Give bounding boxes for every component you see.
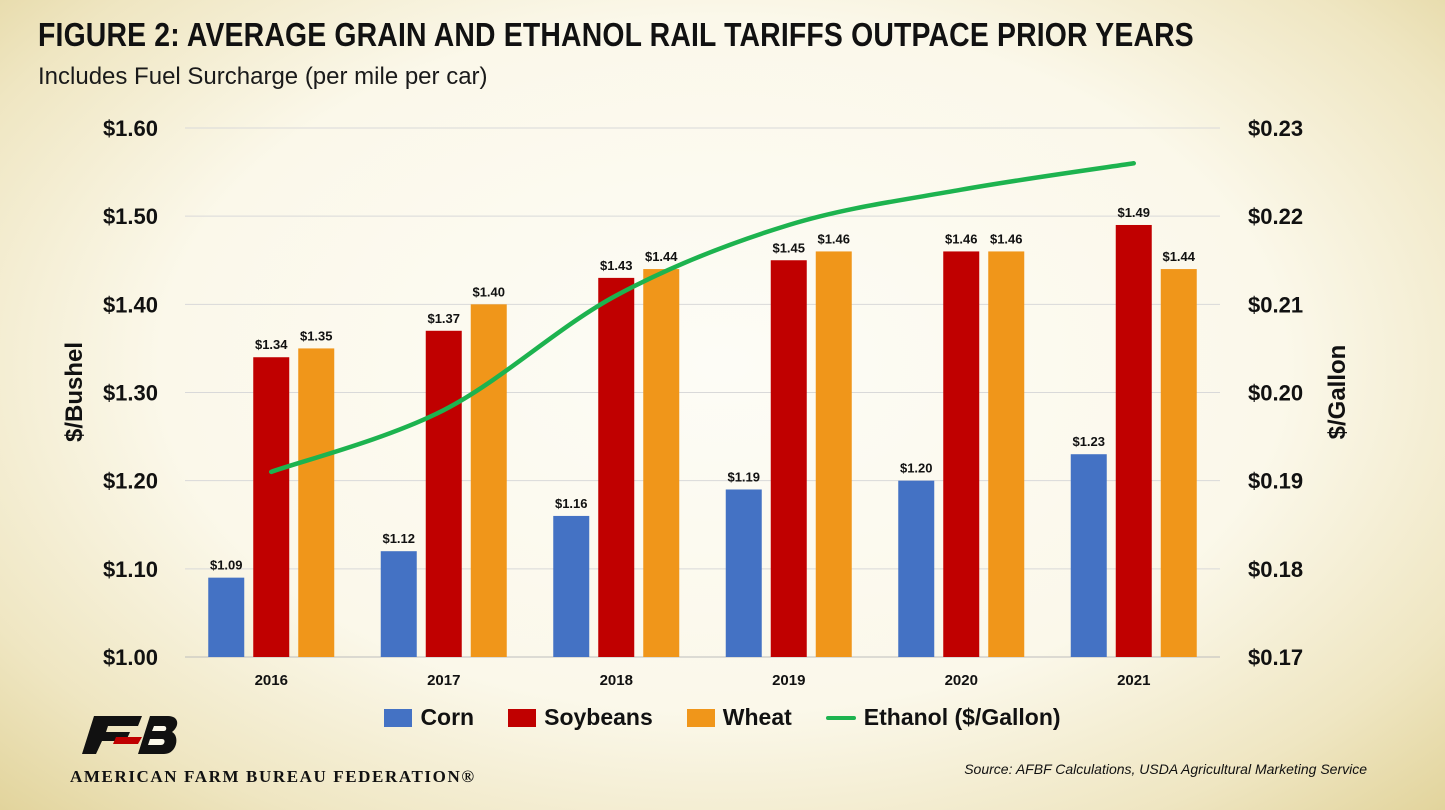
- y-tick-label-right: $0.17: [1248, 645, 1303, 670]
- y-tick-label-right: $0.19: [1248, 469, 1303, 494]
- bar-wheat: [643, 269, 680, 657]
- bar-soybeans: [943, 251, 980, 657]
- legend-label-soybeans: Soybeans: [544, 704, 653, 730]
- y-axis-title-left: $/Bushel: [61, 342, 88, 442]
- bar-wheat: [298, 348, 335, 657]
- bars: [208, 224, 1197, 657]
- y-tick-label-left: $1.10: [103, 557, 158, 582]
- y-tick-label-left: $1.30: [103, 381, 158, 406]
- logo-wordmark: AMERICAN FARM BUREAU FEDERATION®: [70, 767, 476, 786]
- data-label-corn: $1.16: [555, 496, 588, 511]
- bar-soybeans: [253, 357, 290, 657]
- data-label-wheat: $1.40: [472, 284, 505, 299]
- rail-tariff-chart: $1.09 $1.34 $1.35 $1.12 $1.37 $1.40 $1.16 $1.43…: [61, 116, 1351, 689]
- data-label-soybeans: $1.43: [600, 258, 633, 273]
- bar-corn: [725, 489, 762, 657]
- legend: Corn Soybeans Wheat Ethanol ($/Gallon): [0, 704, 1445, 731]
- gridlines: [185, 127, 1220, 658]
- data-label-soybeans: $1.34: [255, 337, 288, 352]
- legend-swatch-wheat: [686, 708, 715, 727]
- data-label-corn: $1.09: [210, 558, 243, 573]
- y-tick-label-left: $1.20: [103, 469, 158, 494]
- y-tick-label-right: $0.20: [1248, 381, 1303, 406]
- data-label-wheat: $1.44: [645, 249, 678, 264]
- bar-soybeans: [1115, 224, 1152, 657]
- x-tick-label: 2018: [600, 672, 633, 689]
- x-tick-label: 2017: [427, 672, 460, 689]
- y-tick-label-right: $0.22: [1248, 204, 1303, 229]
- data-label-wheat: $1.35: [300, 328, 333, 343]
- bar-corn: [380, 551, 417, 657]
- y-tick-label-left: $1.60: [103, 116, 158, 141]
- bar-wheat: [988, 251, 1025, 657]
- data-label-corn: $1.12: [382, 531, 415, 546]
- afbf-logo: AMERICAN FARM BUREAU FEDERATION®: [70, 712, 510, 786]
- legend-item-soybeans: Soybeans: [508, 704, 653, 731]
- data-label-corn: $1.20: [900, 461, 933, 476]
- x-tick-label: 2020: [945, 672, 978, 689]
- data-label-wheat: $1.46: [817, 231, 850, 246]
- bar-soybeans: [425, 330, 462, 657]
- ethanol-line-group: [269, 161, 1136, 475]
- legend-item-wheat: Wheat: [686, 704, 792, 731]
- x-tick-label: 2019: [772, 672, 805, 689]
- y-tick-label-left: $1.40: [103, 292, 158, 317]
- legend-item-corn: Corn: [384, 704, 474, 731]
- chart-title: FIGURE 2: AVERAGE GRAIN AND ETHANOL RAIL…: [38, 16, 1194, 53]
- bar-soybeans: [598, 277, 635, 657]
- data-labels: $1.09 $1.34 $1.35 $1.12 $1.37 $1.40 $1.16 $1.43…: [210, 205, 1196, 573]
- y-axis-title-right: $/Gallon: [1324, 345, 1351, 440]
- y-tick-label-right: $0.23: [1248, 116, 1303, 141]
- legend-label-ethanol: Ethanol ($/Gallon): [863, 704, 1061, 730]
- bar-wheat: [815, 251, 852, 657]
- ethanol-line: [269, 161, 1136, 475]
- bar-soybeans: [770, 260, 807, 657]
- chart-subtitle: Includes Fuel Surcharge (per mile per ca…: [38, 63, 488, 90]
- legend-swatch-soybeans: [508, 708, 537, 727]
- source-note: Source: AFBF Calculations, USDA Agricult…: [964, 761, 1367, 777]
- data-label-wheat: $1.46: [990, 231, 1023, 246]
- farm-bureau-logo-icon: [82, 716, 178, 754]
- data-label-wheat: $1.44: [1162, 249, 1195, 264]
- y-tick-label-left: $1.00: [103, 645, 158, 670]
- legend-swatch-ethanol: [825, 715, 856, 720]
- bar-wheat: [470, 304, 507, 657]
- data-label-soybeans: $1.46: [945, 231, 978, 246]
- y-tick-label-left: $1.50: [103, 204, 158, 229]
- bar-wheat: [1160, 269, 1197, 657]
- data-label-soybeans: $1.49: [1117, 205, 1150, 220]
- legend-label-corn: Corn: [420, 704, 475, 730]
- data-label-corn: $1.23: [1072, 434, 1105, 449]
- y-tick-label-right: $0.21: [1248, 292, 1303, 317]
- bar-corn: [208, 577, 245, 657]
- x-tick-label: 2016: [255, 672, 288, 689]
- data-label-soybeans: $1.45: [772, 240, 805, 255]
- legend-item-ethanol: Ethanol ($/Gallon): [825, 704, 1061, 731]
- x-tick-label: 2021: [1117, 672, 1150, 689]
- bar-corn: [898, 480, 935, 657]
- bar-corn: [553, 515, 590, 657]
- axes: $/Bushel $/Gallon $1.00 $0.17 $1.10 $0.18 $1…: [61, 116, 1351, 689]
- data-label-corn: $1.19: [727, 469, 760, 484]
- legend-swatch-corn: [384, 708, 413, 727]
- y-tick-label-right: $0.18: [1248, 557, 1303, 582]
- data-label-soybeans: $1.37: [427, 311, 460, 326]
- bar-corn: [1070, 454, 1107, 657]
- legend-label-wheat: Wheat: [722, 704, 792, 730]
